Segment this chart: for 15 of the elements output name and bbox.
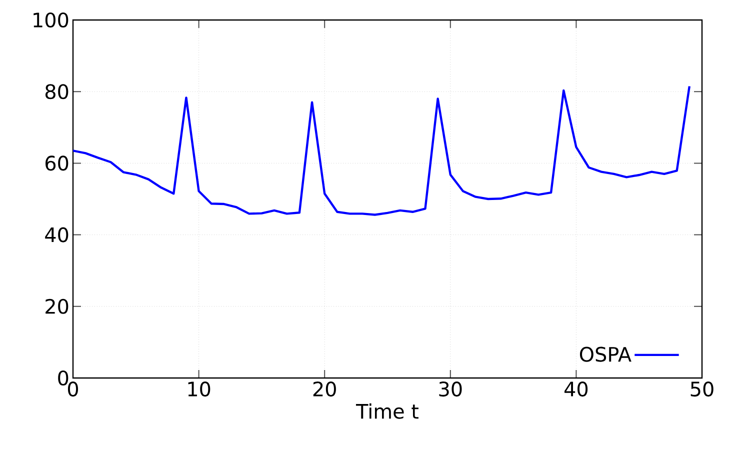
legend-label: OSPA: [580, 346, 632, 362]
y-tick-label: 100: [34, 12, 68, 28]
x-axis-title: Time t: [356, 403, 418, 419]
x-tick-label: 0: [68, 382, 78, 397]
y-tick-label: 60: [46, 156, 68, 171]
y-tick-label: 20: [46, 298, 68, 314]
x-tick-label: 40: [564, 382, 588, 397]
x-tick-label: 10: [188, 382, 210, 397]
y-tick-label: 80: [45, 84, 68, 100]
x-tick-label: 30: [439, 382, 462, 397]
x-tick-label: 50: [690, 382, 714, 397]
line-series: [73, 85, 691, 216]
y-tick-label: 40: [45, 227, 68, 242]
y-tick-label: 0: [58, 370, 68, 386]
x-tick-label: 20: [313, 382, 336, 397]
